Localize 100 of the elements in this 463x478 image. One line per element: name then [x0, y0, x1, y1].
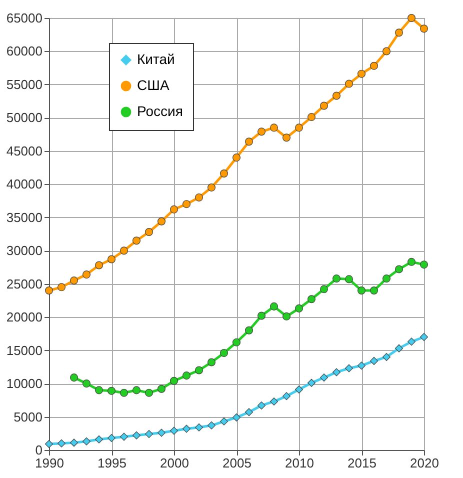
point — [120, 246, 128, 255]
point — [370, 356, 378, 365]
point — [394, 265, 404, 274]
y-tick-label: 60000 — [6, 44, 42, 59]
point — [394, 344, 404, 352]
x-tick-label: 1990 — [35, 456, 64, 470]
point — [57, 439, 66, 448]
point — [232, 154, 241, 162]
point — [70, 374, 78, 382]
point — [257, 401, 266, 410]
point — [270, 124, 278, 132]
point — [70, 276, 78, 285]
point — [207, 421, 216, 430]
y-tick-label: 35000 — [6, 210, 42, 225]
point — [132, 236, 141, 245]
point — [157, 428, 166, 437]
y-tick-label: 45000 — [6, 143, 42, 158]
point — [332, 92, 341, 100]
point — [320, 285, 328, 294]
point — [244, 138, 254, 146]
point — [420, 24, 428, 33]
point — [244, 408, 254, 416]
point — [332, 368, 341, 376]
y-tick-label: 10000 — [6, 376, 42, 392]
point — [107, 434, 116, 442]
point — [182, 200, 191, 208]
x-tick-label: 2000 — [160, 456, 189, 470]
point — [132, 431, 141, 440]
point — [107, 386, 116, 395]
legend-label: США — [137, 77, 170, 93]
point — [332, 274, 341, 283]
point — [170, 205, 178, 214]
point — [357, 362, 366, 370]
point — [170, 376, 178, 385]
point — [294, 386, 304, 394]
y-tick-label: 20000 — [6, 310, 42, 325]
y-tick-label: 5000 — [14, 409, 42, 424]
point — [94, 261, 104, 270]
y-tick-label: 55000 — [6, 76, 42, 92]
point — [282, 392, 291, 400]
point — [382, 274, 391, 283]
point — [320, 102, 328, 110]
point — [407, 338, 416, 346]
point — [57, 283, 66, 292]
point — [320, 374, 328, 382]
point — [144, 228, 154, 236]
point — [220, 170, 228, 178]
point — [132, 386, 141, 394]
point — [170, 426, 178, 435]
point — [294, 304, 304, 312]
point — [232, 338, 241, 346]
point — [344, 80, 354, 88]
point — [307, 295, 316, 304]
point — [107, 255, 116, 264]
point — [344, 364, 354, 372]
point — [194, 366, 204, 374]
point — [357, 70, 366, 78]
y-tick-label: 15000 — [6, 342, 42, 358]
x-tick-label: 2015 — [348, 456, 376, 470]
point — [144, 430, 154, 438]
point — [82, 270, 91, 279]
point — [44, 440, 54, 448]
point — [420, 333, 428, 342]
point — [220, 348, 228, 357]
point — [382, 47, 391, 56]
point — [232, 413, 241, 422]
legend-label: Китай — [137, 51, 175, 67]
point — [257, 128, 266, 136]
point — [44, 286, 54, 294]
point — [94, 386, 104, 394]
point — [344, 275, 354, 284]
point — [220, 417, 228, 426]
y-tick-label: 50000 — [6, 110, 42, 126]
point — [420, 260, 428, 269]
x-tick-label: 2005 — [222, 456, 252, 470]
point — [270, 397, 278, 406]
y-tick-label: 65000 — [6, 10, 42, 26]
point — [282, 134, 291, 142]
point — [182, 372, 191, 380]
point — [370, 62, 378, 70]
point — [244, 326, 254, 334]
point — [182, 424, 191, 433]
point — [394, 28, 404, 37]
y-tick-label: 0 — [35, 442, 42, 458]
point — [157, 217, 166, 226]
y-tick-label: 40000 — [6, 176, 42, 192]
point — [370, 286, 378, 294]
point — [282, 312, 291, 320]
x-tick-label: 2020 — [410, 456, 439, 470]
point — [407, 14, 416, 22]
point — [270, 302, 278, 310]
y-tick-label: 30000 — [6, 243, 42, 258]
point — [307, 113, 316, 122]
point — [294, 124, 304, 132]
point — [207, 358, 216, 366]
point — [194, 423, 204, 432]
point — [120, 432, 128, 441]
point — [82, 437, 91, 446]
y-tick-label: 25000 — [6, 276, 42, 292]
point — [144, 388, 154, 397]
